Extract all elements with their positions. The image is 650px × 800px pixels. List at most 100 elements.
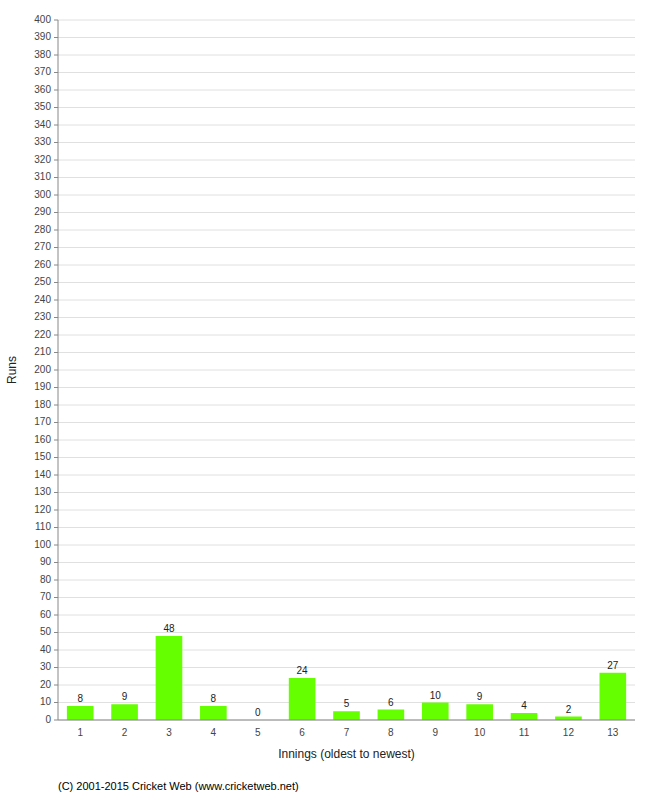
y-tick (54, 667, 58, 668)
bar (289, 678, 316, 720)
y-tick-label: 160 (34, 434, 51, 445)
data-label: 48 (163, 623, 175, 634)
bar (378, 710, 405, 721)
y-tick-label: 260 (34, 259, 51, 270)
x-tick-label: 1 (77, 727, 83, 738)
y-tick-label: 220 (34, 329, 51, 340)
y-tick (54, 300, 58, 301)
y-tick-label: 290 (34, 206, 51, 217)
grid-line (58, 107, 635, 108)
x-tick-label: 7 (344, 727, 350, 738)
grid-line (58, 527, 635, 528)
x-tick-label: 3 (166, 727, 172, 738)
grid-line (58, 300, 635, 301)
data-label: 9 (122, 691, 128, 702)
y-tick-label: 20 (40, 679, 52, 690)
y-tick-label: 330 (34, 136, 51, 147)
grid-line (58, 667, 635, 668)
y-tick (54, 335, 58, 336)
y-tick-label: 320 (34, 154, 51, 165)
y-tick-label: 80 (40, 574, 52, 585)
y-tick-label: 390 (34, 31, 51, 42)
grid-line (58, 352, 635, 353)
data-labels: 89488024561094227 (77, 623, 618, 718)
x-tick-label: 13 (607, 727, 619, 738)
bar (555, 717, 582, 721)
bar (466, 704, 493, 720)
y-tick (54, 685, 58, 686)
y-tick-label: 180 (34, 399, 51, 410)
grid-line (58, 422, 635, 423)
grid-line (58, 720, 635, 721)
y-tick (54, 107, 58, 108)
y-tick (54, 160, 58, 161)
grid-line (58, 282, 635, 283)
y-tick (54, 475, 58, 476)
grid-line (58, 125, 635, 126)
y-tick-label: 280 (34, 224, 51, 235)
y-tick-label: 100 (34, 539, 51, 550)
y-grid (58, 20, 635, 720)
y-tick (54, 177, 58, 178)
footer-note: (C) 2001-2015 Cricket Web (www.cricketwe… (58, 780, 299, 792)
y-tick (54, 247, 58, 248)
grid-line (58, 20, 635, 21)
bar (511, 713, 538, 720)
y-tick (54, 282, 58, 283)
chart-svg: 0102030405060708090100110120130140150160… (0, 0, 650, 800)
y-tick (54, 527, 58, 528)
y-tick (54, 352, 58, 353)
y-tick-label: 120 (34, 504, 51, 515)
data-label: 9 (477, 691, 483, 702)
data-label: 5 (344, 698, 350, 709)
grid-line (58, 510, 635, 511)
y-tick-label: 10 (40, 696, 52, 707)
y-tick-label: 310 (34, 171, 51, 182)
y-tick (54, 440, 58, 441)
y-tick-label: 300 (34, 189, 51, 200)
bar (599, 673, 626, 720)
y-tick (54, 492, 58, 493)
y-tick (54, 90, 58, 91)
y-tick (54, 55, 58, 56)
y-tick (54, 580, 58, 581)
grid-line (58, 72, 635, 73)
grid-line (58, 632, 635, 633)
y-tick (54, 317, 58, 318)
page: {"chart_data": {"type": "bar", "categori… (0, 0, 650, 800)
data-label: 0 (255, 707, 261, 718)
y-tick (54, 230, 58, 231)
grid-line (58, 685, 635, 686)
y-tick (54, 510, 58, 511)
grid-line (58, 230, 635, 231)
y-tick-label: 340 (34, 119, 51, 130)
x-tick-label: 5 (255, 727, 261, 738)
y-tick-label: 380 (34, 49, 51, 60)
y-tick (54, 650, 58, 651)
y-tick-label: 0 (45, 714, 51, 725)
grid-line (58, 545, 635, 546)
y-tick-label: 240 (34, 294, 51, 305)
y-tick-label: 270 (34, 241, 51, 252)
y-tick (54, 265, 58, 266)
y-tick-label: 400 (34, 14, 51, 25)
y-tick (54, 457, 58, 458)
x-tick-label: 9 (432, 727, 438, 738)
data-label: 24 (297, 665, 309, 676)
x-tick-label: 11 (519, 727, 530, 738)
y-tick-label: 70 (40, 591, 52, 602)
bars (67, 636, 626, 720)
bar (333, 711, 360, 720)
grid-line (58, 55, 635, 56)
grid-line (58, 580, 635, 581)
y-tick (54, 562, 58, 563)
grid-line (58, 405, 635, 406)
y-tick (54, 212, 58, 213)
y-tick (54, 702, 58, 703)
x-tick-label: 8 (388, 727, 394, 738)
y-tick-label: 210 (34, 346, 51, 357)
y-tick-label: 370 (34, 66, 51, 77)
bar (156, 636, 183, 720)
grid-line (58, 440, 635, 441)
x-tick-label: 2 (122, 727, 128, 738)
